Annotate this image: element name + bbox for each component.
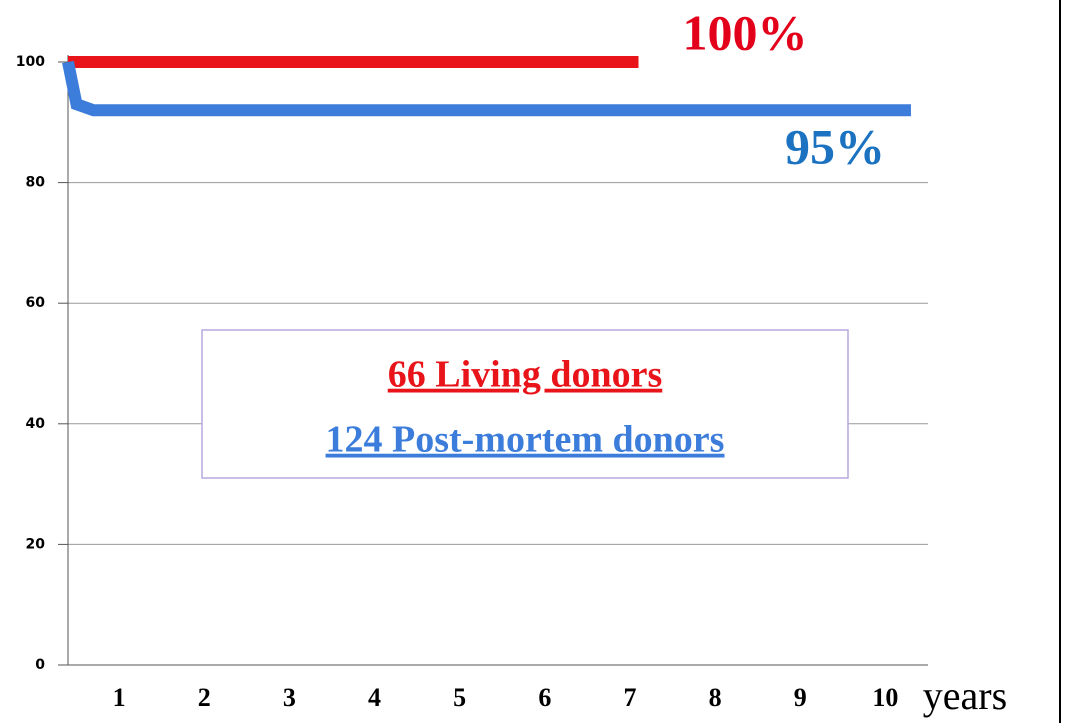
x-tick-label: 1 bbox=[113, 683, 126, 712]
end-label: 100% bbox=[683, 4, 808, 60]
x-axis-label: years bbox=[923, 673, 1007, 718]
legend-entry: 124 Post-mortem donors bbox=[326, 419, 725, 461]
x-tick-label: 5 bbox=[453, 683, 466, 712]
series-line bbox=[62, 60, 911, 117]
x-tick-label: 3 bbox=[283, 683, 296, 712]
legend-entry: 66 Living donors bbox=[388, 354, 663, 396]
y-tick-label: 0 bbox=[35, 657, 45, 673]
y-tick-label: 100 bbox=[16, 54, 45, 70]
y-tick-label: 40 bbox=[26, 416, 46, 432]
y-tick-label: 60 bbox=[26, 295, 46, 311]
x-tick-label: 10 bbox=[872, 683, 898, 712]
x-tick-label: 2 bbox=[198, 683, 211, 712]
y-tick-label: 80 bbox=[26, 175, 46, 191]
x-tick-label: 6 bbox=[538, 683, 551, 712]
x-tick-label: 7 bbox=[623, 683, 636, 712]
legend-box bbox=[201, 329, 849, 479]
x-tick-label: 4 bbox=[368, 683, 381, 712]
x-tick-label: 8 bbox=[709, 683, 722, 712]
end-label: 95% bbox=[785, 118, 885, 174]
x-tick-label: 9 bbox=[794, 683, 807, 712]
y-tick-label: 20 bbox=[26, 536, 46, 552]
